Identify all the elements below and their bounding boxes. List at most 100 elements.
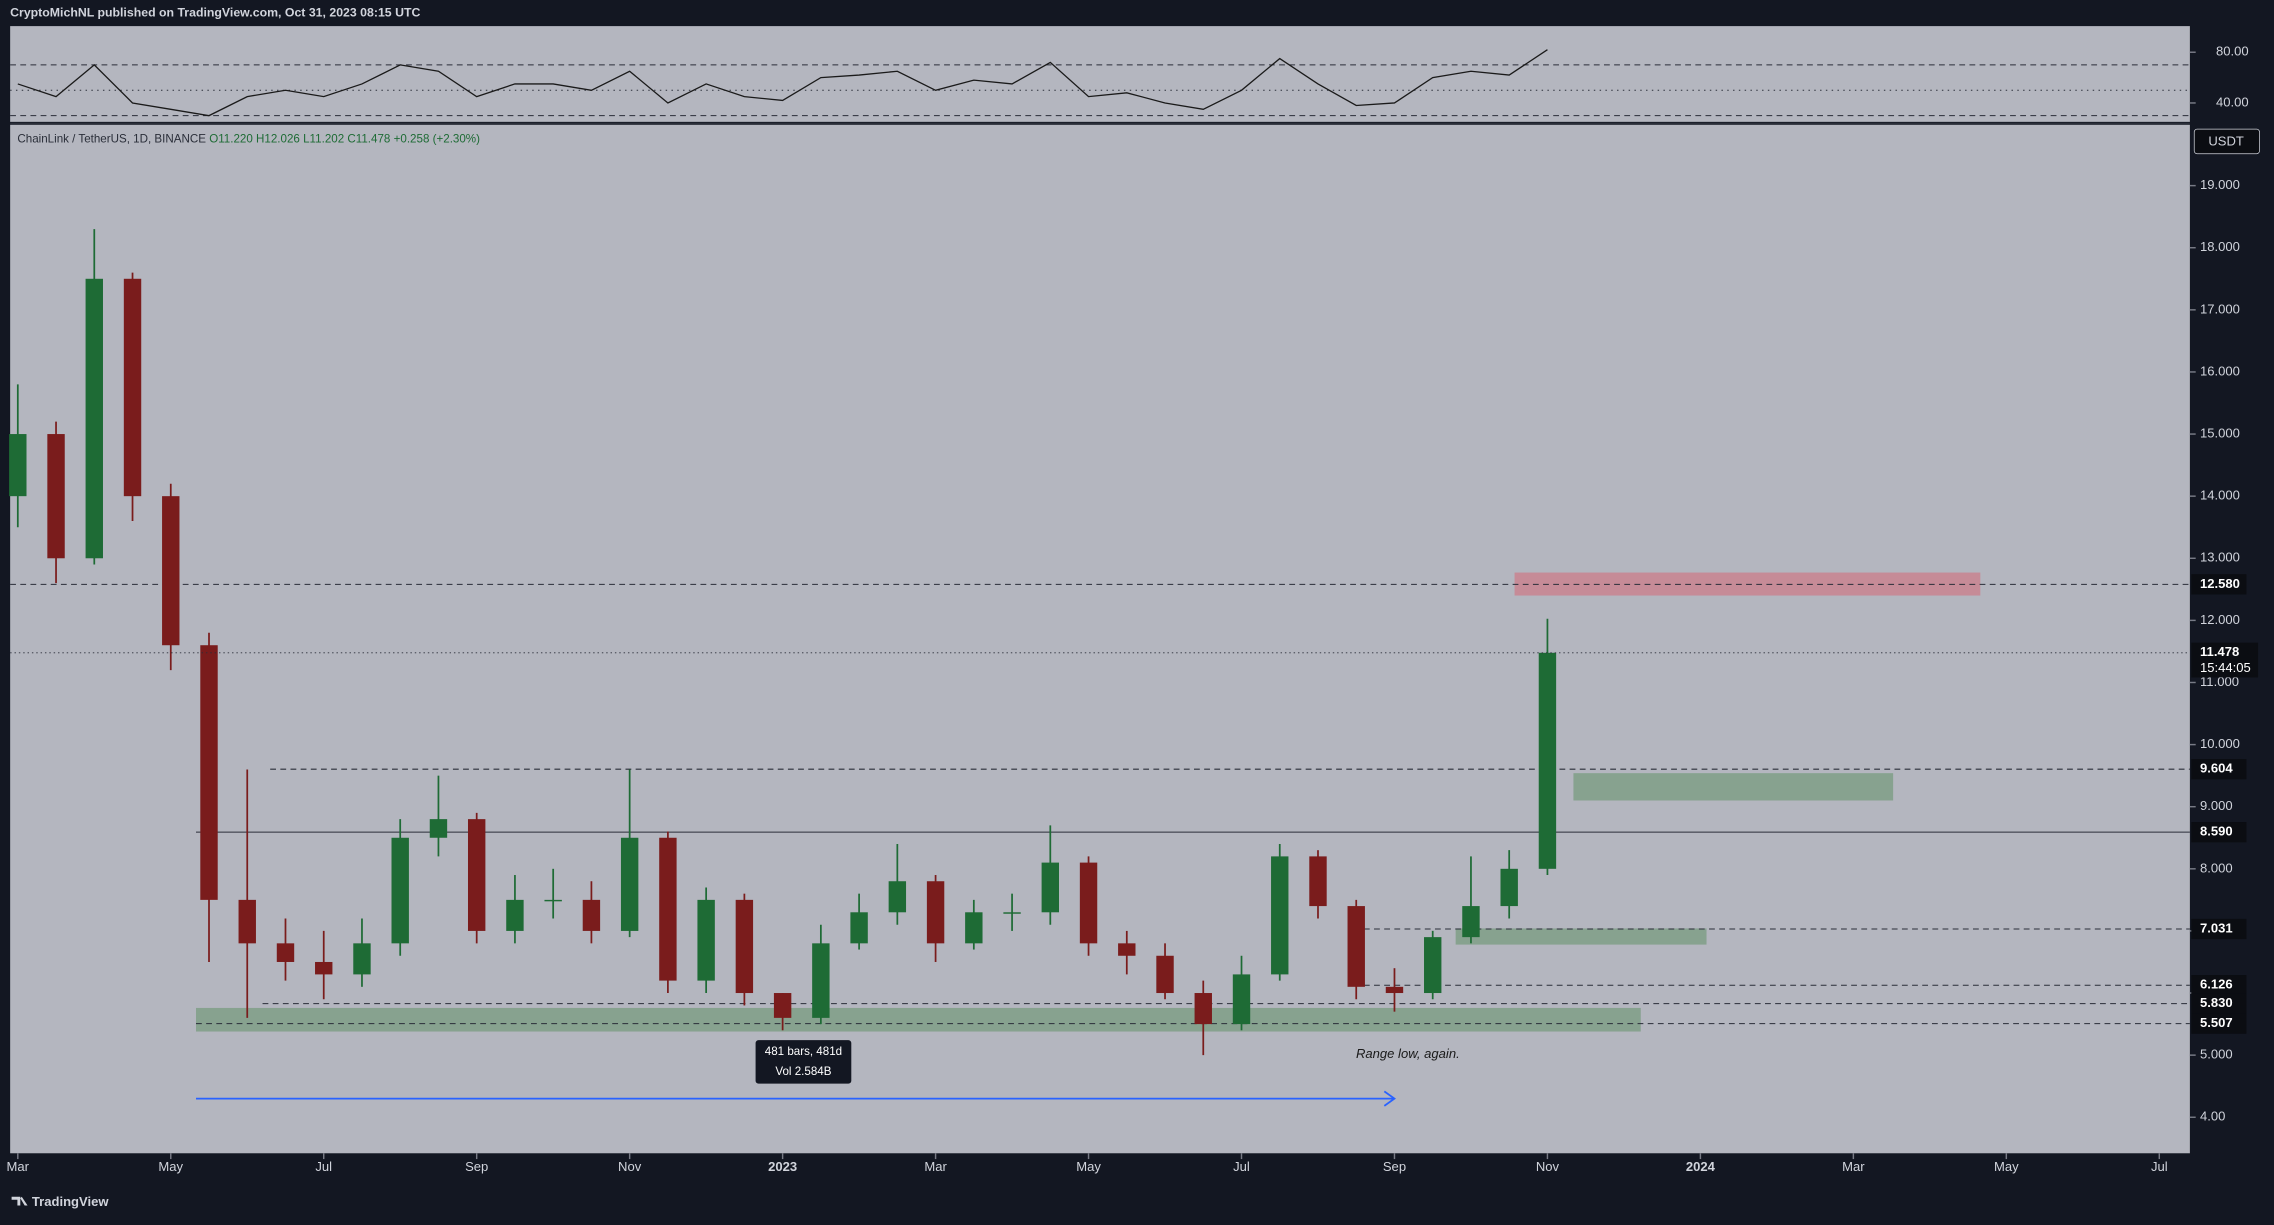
- y-tick-label: 19.000: [2200, 177, 2240, 192]
- legend: ChainLink / TetherUS, 1D, BINANCE O11.22…: [17, 132, 480, 145]
- candle-body: [1271, 856, 1289, 975]
- candle-body: [47, 434, 65, 559]
- candle-body: [659, 837, 677, 981]
- y-tick-label: 14.000: [2200, 488, 2240, 503]
- candle-body: [697, 899, 715, 981]
- candle-body: [1118, 943, 1136, 956]
- level-label: 6.126: [2200, 977, 2233, 992]
- y-tick-label: 11.000: [2200, 674, 2239, 689]
- candle-body: [1347, 906, 1365, 987]
- rsi-tick-label: 80.00: [2216, 44, 2249, 59]
- candle-body: [429, 819, 448, 838]
- open: O11.220: [209, 132, 253, 145]
- candle-body: [238, 899, 256, 944]
- level-label-box: [2191, 1013, 2247, 1034]
- candle-body: [1194, 993, 1212, 1025]
- candle-body: [544, 899, 562, 902]
- candle-body: [85, 278, 103, 559]
- candle-body: [9, 434, 27, 497]
- y-tick-label: 9.000: [2200, 798, 2233, 813]
- x-tick-label: Sep: [465, 1159, 488, 1174]
- level-label-box: [2191, 759, 2247, 780]
- low: L11.202: [303, 132, 344, 145]
- candle-body: [1003, 912, 1021, 914]
- x-tick-label: Nov: [1536, 1159, 1560, 1174]
- rsi-tick-label: 40.00: [2216, 94, 2249, 109]
- candle-body: [467, 819, 486, 931]
- annotation: Range low, again.: [1356, 1046, 1460, 1061]
- candle-body: [1309, 856, 1327, 907]
- candle-body: [735, 899, 754, 994]
- candle-body: [1462, 906, 1480, 938]
- close: C11.478: [347, 132, 390, 145]
- x-tick-label: Jul: [2151, 1159, 2168, 1174]
- candle-body: [276, 943, 295, 962]
- x-tick-label: 2023: [768, 1159, 797, 1174]
- y-tick-label: 4.00: [2200, 1109, 2225, 1124]
- y-tick-label: 10.000: [2200, 736, 2240, 751]
- price-pane: [10, 124, 2190, 1154]
- arrow-head: [1383, 1090, 1396, 1107]
- candle-body: [965, 912, 983, 944]
- footer: TradingView: [32, 1194, 109, 1209]
- y-tick-label: 15.000: [2200, 426, 2240, 441]
- level-label: 8.590: [2200, 824, 2233, 839]
- candle-body: [506, 899, 524, 931]
- candle-body: [162, 496, 180, 646]
- x-tick-label: 2024: [1686, 1159, 1716, 1174]
- candle-body: [200, 645, 218, 900]
- candle-body: [353, 943, 371, 975]
- currency[interactable]: USDT: [2208, 134, 2244, 149]
- level-label-box: [2191, 822, 2247, 843]
- candle-body: [123, 278, 142, 497]
- zone: [196, 1007, 1641, 1032]
- x-tick-label: May: [1994, 1159, 2019, 1174]
- level-label-box: [2191, 918, 2247, 940]
- candle-body: [888, 881, 907, 913]
- level-label-box: [2191, 574, 2247, 595]
- candle-body: [582, 899, 601, 931]
- level-label: 5.507: [2200, 1015, 2233, 1030]
- candle-body: [620, 837, 639, 931]
- candle-body: [773, 993, 792, 1018]
- candle-body: [926, 881, 945, 944]
- x-tick-label: Jul: [1233, 1159, 1250, 1174]
- candle-body: [1232, 974, 1251, 1025]
- logo: [11, 1196, 28, 1206]
- candle-body: [1041, 862, 1060, 913]
- current-price-box: [2191, 642, 2259, 678]
- measure-box: [755, 1040, 852, 1084]
- rsi-line: [17, 49, 1548, 117]
- level-label-box: [2191, 975, 2247, 996]
- countdown: 15:44:05: [2200, 660, 2251, 675]
- candle-body: [1538, 652, 1557, 869]
- candle-body: [391, 837, 409, 944]
- candle-body: [315, 961, 333, 975]
- x-tick-label: Mar: [7, 1159, 30, 1174]
- symbol: ChainLink / TetherUS, 1D, BINANCE: [17, 132, 206, 145]
- level-label: 5.830: [2200, 995, 2233, 1010]
- level-label: 9.604: [2200, 761, 2233, 776]
- candle-body: [812, 943, 830, 1018]
- candle-body: [1156, 955, 1174, 994]
- y-tick-label: 18.000: [2200, 239, 2240, 254]
- currency-box[interactable]: [2193, 128, 2260, 155]
- x-tick-label: Mar: [924, 1159, 947, 1174]
- candle-body: [850, 912, 868, 944]
- y-tick-label: 12.000: [2200, 612, 2240, 627]
- candle-body: [1424, 937, 1442, 994]
- x-tick-label: May: [158, 1159, 183, 1174]
- rsi-pane: [10, 26, 2190, 122]
- candle-body: [1385, 986, 1404, 994]
- x-tick-label: Nov: [618, 1159, 642, 1174]
- zone: [1455, 928, 1707, 945]
- y-tick-label: 17.000: [2200, 301, 2240, 316]
- y-tick-label: 16.000: [2200, 363, 2240, 378]
- x-tick-label: Jul: [315, 1159, 332, 1174]
- x-tick-label: Mar: [1842, 1159, 1865, 1174]
- y-tick-label: 13.000: [2200, 550, 2240, 565]
- candle-body: [1500, 868, 1518, 907]
- measure-bars: 481 bars, 481d: [765, 1045, 842, 1058]
- current-price-label: 11.478: [2200, 644, 2239, 659]
